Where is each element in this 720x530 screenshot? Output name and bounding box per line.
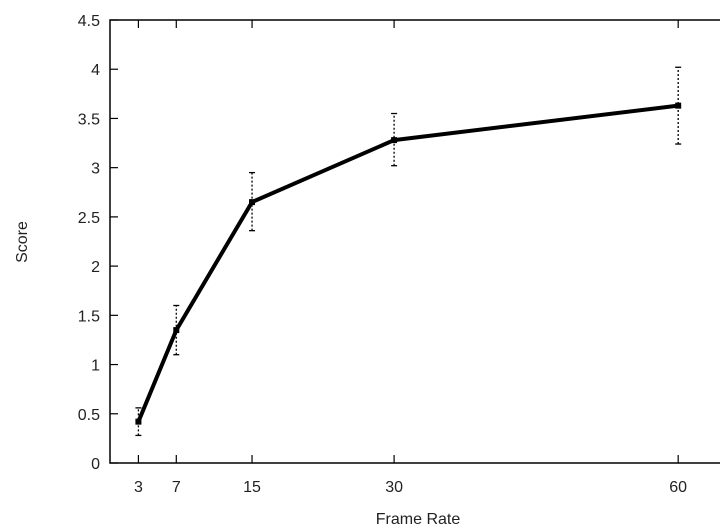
plot-frame bbox=[109, 19, 720, 464]
x-tick-label: 15 bbox=[243, 479, 261, 496]
data-point bbox=[249, 199, 256, 206]
error-bars bbox=[135, 66, 682, 437]
y-axis: 0 0.5 1 1.5 2 2.5 3 3.5 4 4.5 bbox=[78, 13, 118, 473]
y-tick-label: 0 bbox=[91, 456, 100, 473]
y-axis-label: Score bbox=[14, 221, 31, 263]
series-line bbox=[136, 103, 679, 423]
y-tick-label: 3 bbox=[91, 161, 100, 178]
data-point bbox=[391, 137, 398, 144]
y-tick-label: 2 bbox=[91, 259, 100, 276]
x-tick-label: 7 bbox=[172, 479, 181, 496]
y-tick-label: 3.5 bbox=[78, 111, 100, 128]
y-tick-label: 4.5 bbox=[78, 13, 100, 30]
data-point bbox=[173, 327, 180, 334]
x-tick-label: 3 bbox=[134, 479, 143, 496]
data-point bbox=[135, 418, 142, 425]
data-point bbox=[675, 102, 682, 109]
y-tick-label: 4 bbox=[91, 62, 100, 79]
y-tick-label: 1.5 bbox=[78, 308, 100, 325]
x-tick-label: 60 bbox=[669, 479, 687, 496]
x-tick-label: 30 bbox=[385, 479, 403, 496]
y-tick-label: 2.5 bbox=[78, 210, 100, 227]
x-axis: 3 7 15 30 60 bbox=[134, 20, 687, 496]
y-tick-label: 1 bbox=[91, 358, 100, 375]
y-tick-label: 0.5 bbox=[78, 407, 100, 424]
data-points bbox=[135, 102, 682, 425]
x-axis-label: Frame Rate bbox=[376, 511, 461, 528]
